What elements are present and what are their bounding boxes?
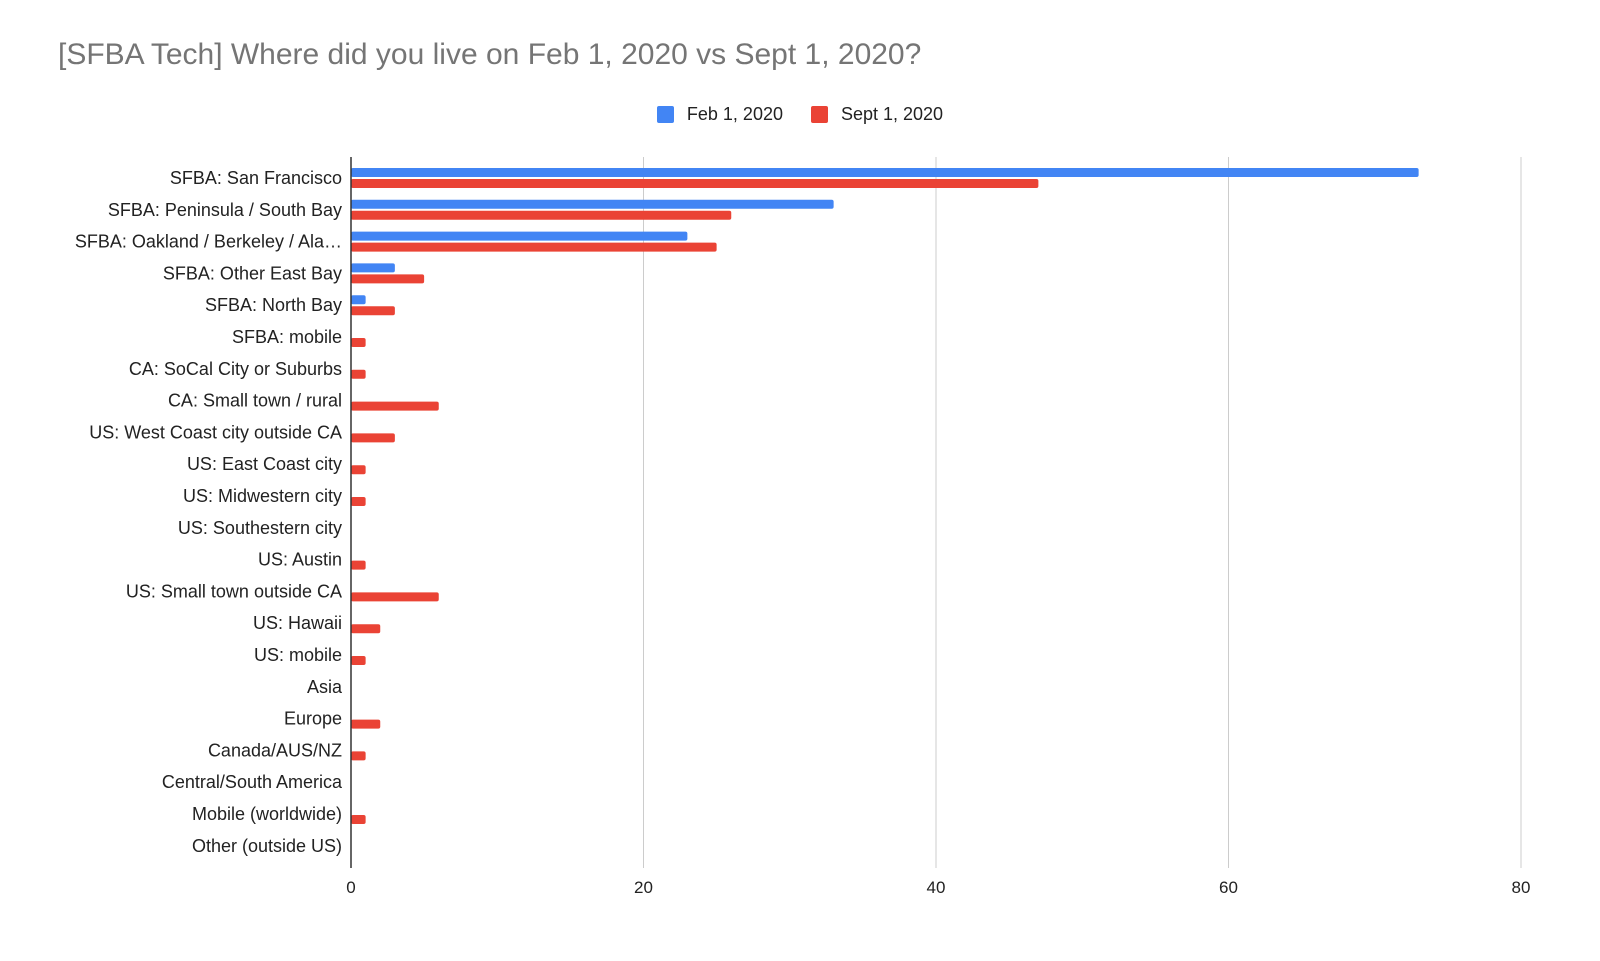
chart-title: [SFBA Tech] Where did you live on Feb 1,… [58, 38, 922, 71]
y-category-label: SFBA: mobile [232, 327, 342, 347]
bar-sept [351, 719, 381, 729]
legend: Feb 1, 2020 Sept 1, 2020 [0, 104, 1600, 125]
legend-item-feb[interactable]: Feb 1, 2020 [656, 104, 783, 125]
y-category-label: US: Southestern city [178, 518, 342, 538]
bar-sept [351, 401, 439, 411]
bar-sept [351, 179, 1039, 188]
bar-feb [351, 263, 395, 273]
y-category-label: CA: SoCal City or Suburbs [129, 359, 342, 379]
bar-sept [351, 306, 395, 316]
bar-sept [351, 242, 717, 252]
y-category-label: Asia [307, 677, 343, 697]
bar-sept [351, 274, 425, 284]
bar-sept [351, 338, 366, 347]
legend-item-sept[interactable]: Sept 1, 2020 [810, 104, 944, 125]
y-category-label: SFBA: North Bay [205, 295, 342, 315]
legend-swatch-sept [810, 106, 828, 123]
y-category-label: SFBA: San Francisco [170, 168, 342, 188]
bar-sept [351, 369, 366, 379]
bar-sept [351, 592, 439, 602]
bar-sept [351, 656, 366, 665]
bar-sept [351, 210, 732, 220]
bar-sept [351, 815, 366, 824]
y-category-label: Europe [284, 709, 342, 729]
bar-sept [351, 624, 381, 634]
legend-swatch-feb [656, 106, 674, 123]
bar-sept [351, 497, 366, 506]
bar-sept [351, 751, 366, 761]
x-tick-label: 60 [1219, 878, 1238, 897]
x-tick-label: 20 [634, 878, 653, 897]
y-category-label: CA: Small town / rural [168, 391, 342, 411]
bar-sept [351, 560, 366, 570]
y-category-label: SFBA: Peninsula / South Bay [108, 200, 342, 220]
bar-feb [351, 168, 1419, 177]
y-category-label: SFBA: Oakland / Berkeley / Ala… [75, 232, 342, 252]
bar-feb [351, 295, 366, 305]
bar-feb [351, 199, 834, 209]
y-category-label: US: Small town outside CA [126, 581, 342, 601]
x-tick-label: 40 [927, 878, 946, 897]
x-tick-label: 0 [346, 878, 355, 897]
bar-sept [351, 465, 366, 475]
x-tick-label: 80 [1512, 878, 1531, 897]
legend-label-feb: Feb 1, 2020 [686, 104, 783, 124]
y-category-label: Other (outside US) [192, 836, 342, 856]
y-category-label: Mobile (worldwide) [192, 804, 342, 824]
y-category-label: Canada/AUS/NZ [208, 740, 342, 760]
y-category-label: SFBA: Other East Bay [163, 263, 342, 283]
y-category-label: US: Midwestern city [183, 486, 342, 506]
y-category-label: US: Hawaii [253, 613, 342, 633]
y-category-label: US: mobile [254, 645, 342, 665]
bar-feb [351, 231, 688, 241]
legend-label-sept: Sept 1, 2020 [840, 104, 944, 124]
y-category-label: US: Austin [258, 550, 342, 570]
bar-sept [351, 433, 395, 443]
y-category-label: US: East Coast city [187, 454, 342, 474]
y-category-label: Central/South America [162, 772, 343, 792]
y-category-label: US: West Coast city outside CA [89, 422, 342, 442]
